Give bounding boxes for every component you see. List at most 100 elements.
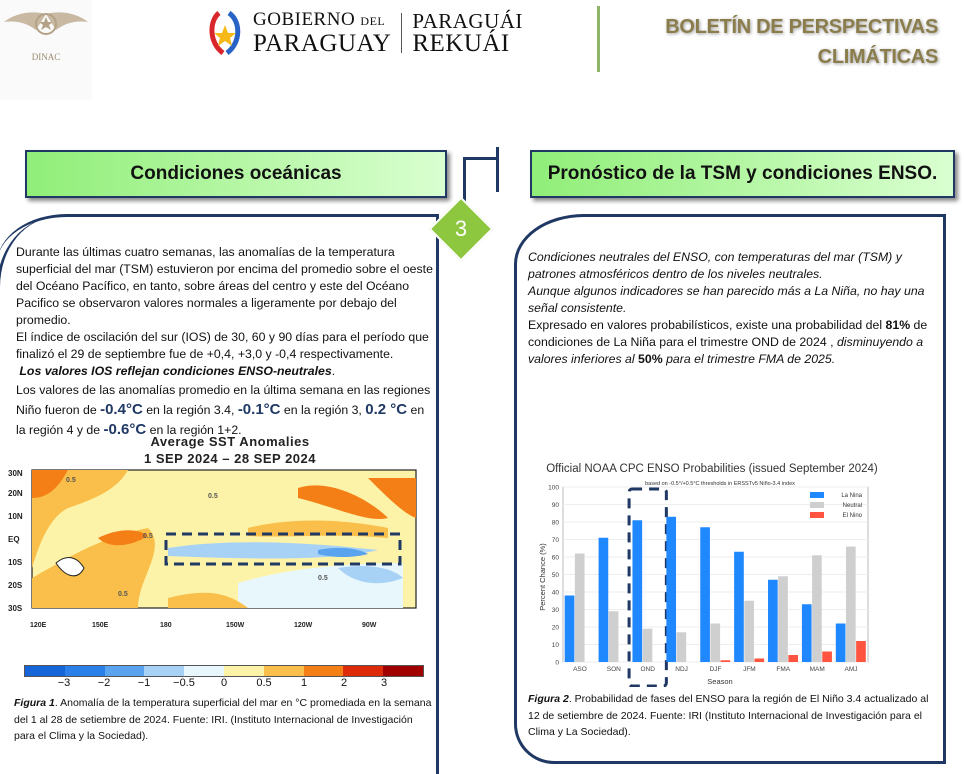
colorbar-tick: −0.5 (173, 677, 195, 689)
highlight-box (627, 487, 668, 687)
x-tick-label: MAM (810, 666, 825, 673)
colorbar-segment (263, 666, 304, 676)
colorbar-tick: 3 (380, 677, 388, 689)
lon-label: 120E (30, 622, 47, 629)
x-tick-label: SON (607, 666, 621, 673)
contour-label: 0.5 (318, 575, 328, 582)
connector-line (496, 147, 499, 192)
y-tick-label: 10 (552, 642, 560, 649)
legend-label: La Nina (841, 493, 862, 499)
lon-label: 180 (160, 622, 172, 629)
paragraph: Condiciones neutrales del ENSO, con temp… (528, 250, 902, 281)
text: en la región 1+2. (146, 423, 242, 437)
bar-neutral (845, 546, 856, 662)
x-tick-label: NDJ (675, 666, 688, 673)
y-tick-label: 20 (552, 625, 560, 632)
x-tick-label: ASO (573, 666, 587, 673)
legend-swatch (810, 512, 824, 518)
contour-label: 0.5 (66, 477, 76, 484)
probability-paragraph: Expresado en valores probabilísticos, ex… (528, 317, 938, 368)
y-tick-label: 60 (552, 555, 560, 562)
paraguay-seal-icon (209, 10, 241, 56)
lon-label: 120W (294, 622, 313, 629)
x-tick-label: FMA (776, 666, 790, 673)
lat-label: 10N (8, 512, 23, 521)
header-divider (597, 6, 600, 72)
ios-conclusion: Los valores IOS reflejan condiciones ENS… (19, 364, 332, 378)
caption-text: . Anomalía de la temperatura superficial… (14, 697, 432, 742)
nino-regions-paragraph: Los valores de las anomalías promedio en… (16, 380, 436, 440)
bar-el-nino (856, 641, 866, 662)
colorbar-segment (383, 666, 423, 676)
rek-line2: REKUÁI (412, 29, 510, 57)
text: en la región 4 y de (16, 403, 425, 437)
bar-neutral (676, 632, 687, 662)
bar-la-nina (666, 516, 677, 662)
bar-la-nina (598, 537, 609, 662)
bulletin-title: BOLETÍN DE PERSPECTIVAS CLIMÁTICAS (665, 12, 938, 72)
left-panel-frame (0, 214, 439, 774)
lat-label: 20N (8, 489, 23, 498)
forecast-text: Condiciones neutrales del ENSO, con temp… (528, 249, 938, 368)
colorbar-segment (25, 666, 65, 676)
winged-emblem-icon (4, 12, 88, 35)
bulletin-title-line2: CLIMÁTICAS (817, 46, 939, 68)
text: disminuyendo a valores inferiores al (528, 335, 924, 366)
bar-neutral (642, 628, 653, 662)
x-tick-label: OND (640, 666, 655, 673)
sst-anomaly-map: 30N 20N 10N EQ 10S 20S 30S 0.5 0.5 0.5 0… (8, 469, 417, 613)
colorbar-segment (184, 666, 224, 676)
map-lon-axis: 120E 150E 180 150W 120W 90W (30, 622, 377, 629)
bar-neutral (744, 600, 754, 662)
text: Los valores de las anomalías promedio en… (16, 383, 431, 417)
text: Expresado en valores probabilísticos, ex… (528, 318, 886, 332)
text: en la región 3, (280, 403, 366, 417)
bar-el-nino (754, 658, 765, 662)
connector-line (463, 157, 496, 160)
map-title: Average SST Anomalies 1 SEP 2024 – 28 SE… (40, 433, 420, 467)
bar-neutral (812, 555, 822, 662)
bar-el-nino (822, 651, 832, 662)
bar-neutral (574, 553, 585, 662)
caption-label: Figura 2 (528, 693, 569, 705)
section-title-forecast: Pronóstico de la TSM y condiciones ENSO. (530, 150, 955, 198)
y-tick-label: 50 (552, 572, 560, 579)
colorbar-segment (223, 666, 264, 676)
rek-line1: PARAGUÁI (412, 8, 523, 33)
y-axis-label: Percent Chance (%) (538, 543, 547, 611)
page-number: 3 (454, 216, 468, 241)
x-tick-label: DJF (710, 666, 722, 673)
text: para el trimestre FMA de 2025. (662, 352, 836, 366)
colorbar-tick: −3 (57, 677, 71, 689)
connector-line (463, 157, 466, 207)
paragraph: Durante las últimas cuatro semanas, las … (16, 245, 433, 327)
bar-la-nina (700, 527, 710, 662)
caption-label: Figura 1 (14, 697, 55, 709)
colorbar-segment (343, 666, 384, 676)
gob-del: DEL (360, 14, 386, 28)
dinac-logo: DINAC (0, 0, 92, 100)
bar-neutral (710, 623, 721, 662)
map-title-line2: 1 SEP 2024 – 28 SEP 2024 (144, 451, 316, 466)
legend-swatch (810, 492, 824, 498)
chart-subtitle: based on -0.5°/+0.5°C thresholds in ERSS… (645, 481, 795, 487)
nino34-value: -0.4°C (100, 401, 143, 418)
bar-la-nina (632, 520, 643, 662)
lat-label: EQ (8, 535, 20, 544)
x-axis-label: Season (707, 677, 732, 686)
colorbar-segment (64, 666, 105, 676)
bar-neutral (778, 576, 788, 662)
legend-label: Neutral (843, 503, 862, 509)
lon-label: 90W (362, 622, 377, 629)
colorbar-segment (144, 666, 185, 676)
x-tick-label: AMJ (845, 666, 858, 673)
nino12-value: -0.6°C (103, 421, 147, 438)
section-title-oceanic: Condiciones oceánicas (25, 150, 447, 198)
colorbar-segment (104, 666, 145, 676)
y-tick-label: 90 (552, 502, 560, 509)
nino3-value: -0.1°C (237, 401, 281, 418)
legend-swatch (810, 502, 824, 508)
y-tick-label: 70 (552, 537, 560, 544)
lat-label: 30N (8, 469, 23, 478)
colorbar-tick: 2 (340, 677, 348, 689)
